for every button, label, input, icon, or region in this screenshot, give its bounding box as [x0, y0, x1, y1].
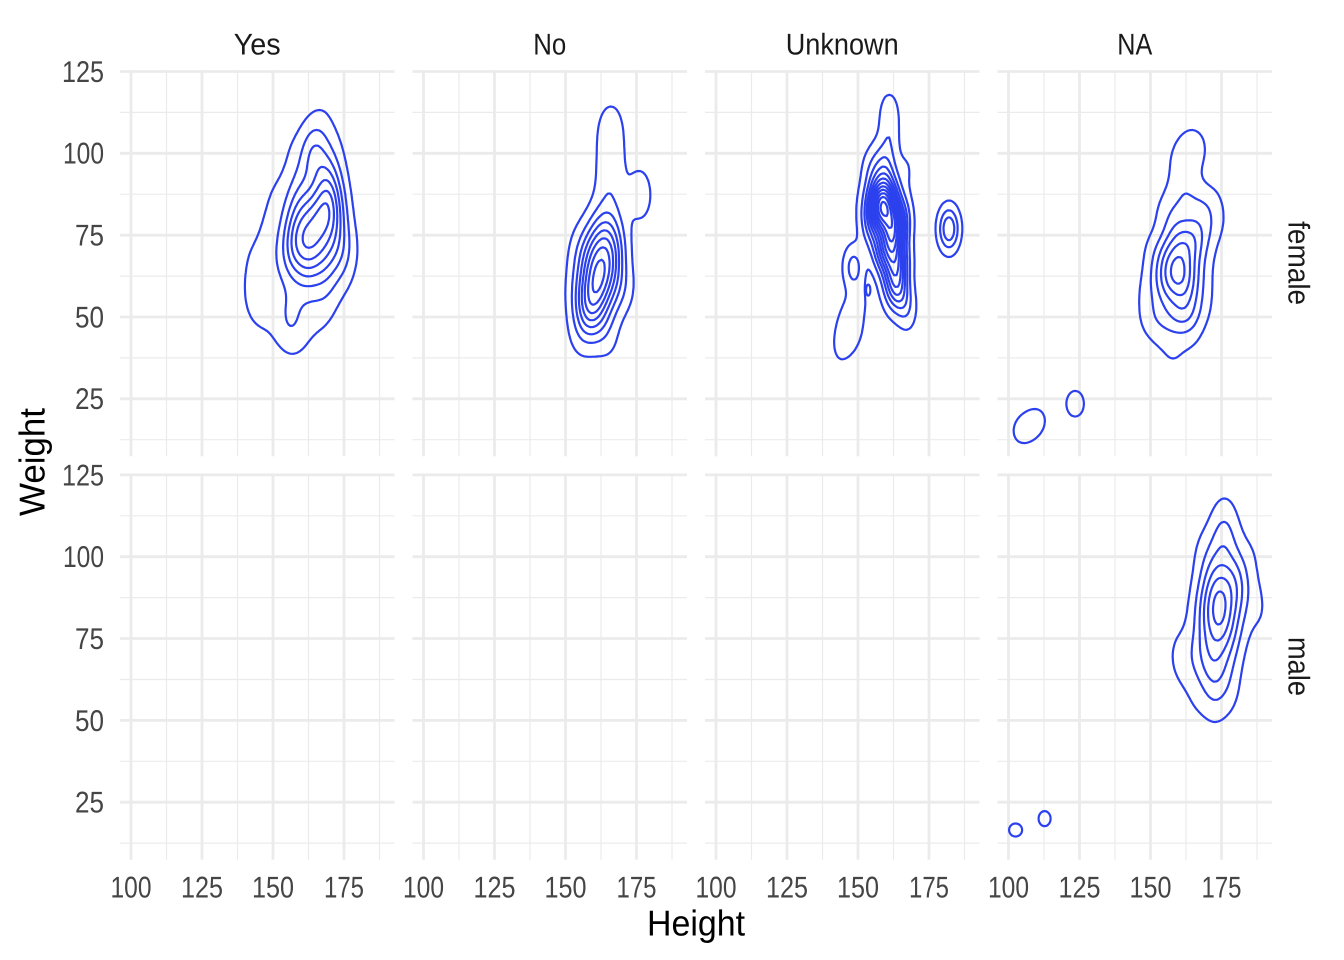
- svg-text:175: 175: [909, 872, 949, 905]
- svg-text:male: male: [1282, 637, 1315, 696]
- svg-text:50: 50: [75, 705, 104, 738]
- svg-text:No: No: [533, 29, 566, 62]
- svg-text:75: 75: [75, 220, 104, 253]
- svg-text:150: 150: [1130, 872, 1172, 905]
- svg-text:100: 100: [403, 872, 444, 905]
- svg-text:175: 175: [617, 872, 657, 905]
- svg-text:Yes: Yes: [234, 29, 281, 62]
- svg-text:125: 125: [181, 872, 223, 905]
- svg-text:175: 175: [1202, 872, 1242, 905]
- svg-text:150: 150: [252, 872, 294, 905]
- svg-text:75: 75: [75, 623, 104, 656]
- svg-text:NA: NA: [1117, 29, 1152, 62]
- svg-text:125: 125: [766, 872, 808, 905]
- svg-text:125: 125: [474, 872, 516, 905]
- svg-text:female: female: [1282, 221, 1315, 305]
- svg-text:Weight: Weight: [11, 408, 52, 516]
- svg-text:25: 25: [75, 383, 104, 416]
- svg-text:125: 125: [62, 56, 104, 89]
- svg-text:150: 150: [837, 872, 879, 905]
- svg-text:125: 125: [62, 459, 104, 492]
- svg-text:150: 150: [545, 872, 587, 905]
- svg-text:25: 25: [75, 787, 104, 820]
- svg-text:Unknown: Unknown: [786, 29, 899, 62]
- svg-text:Height: Height: [647, 903, 745, 944]
- svg-text:100: 100: [111, 872, 152, 905]
- svg-text:100: 100: [696, 872, 737, 905]
- svg-text:100: 100: [63, 138, 104, 171]
- svg-text:125: 125: [1059, 872, 1101, 905]
- svg-text:175: 175: [324, 872, 364, 905]
- svg-text:50: 50: [75, 301, 104, 334]
- svg-text:100: 100: [988, 872, 1029, 905]
- svg-text:100: 100: [63, 541, 104, 574]
